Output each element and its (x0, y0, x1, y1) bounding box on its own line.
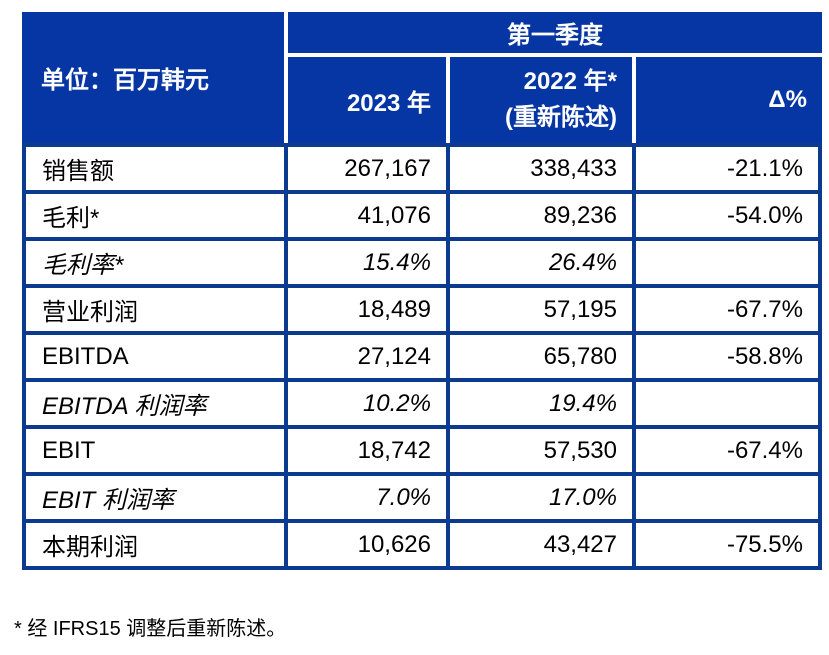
value-delta (636, 476, 818, 519)
value-delta: -21.1% (636, 147, 818, 190)
column-header-delta: Δ% (636, 57, 822, 143)
value-2022: 89,236 (450, 194, 632, 237)
value-2022: 26.4% (450, 241, 632, 284)
row-label: EBIT (26, 429, 284, 472)
value-2022: 65,780 (450, 335, 632, 378)
value-delta: -75.5% (636, 523, 818, 566)
value-delta: -67.4% (636, 429, 818, 472)
value-2023: 267,167 (288, 147, 446, 190)
column-header-2022-line1: 2022 年* (523, 68, 617, 95)
row-label: EBITDA 利润率 (26, 382, 284, 425)
value-delta (636, 241, 818, 284)
row-label: 营业利润 (26, 288, 284, 331)
column-header-2023-label: 2023 年 (346, 89, 431, 117)
value-2023: 18,489 (288, 288, 446, 331)
row-label: EBIT 利润率 (26, 476, 284, 519)
row-label: 销售额 (26, 147, 284, 190)
table-body: 销售额 267,167 338,433 -21.1% 毛利* 41,076 89… (22, 143, 822, 570)
value-2022: 57,530 (450, 429, 632, 472)
quarter-header-cell: 第一季度 (288, 12, 822, 53)
table-header: 单位：百万韩元 第一季度 2023 年 2022 年* (重新陈述) Δ% (22, 12, 822, 143)
value-2022: 19.4% (450, 382, 632, 425)
value-2022: 43,427 (450, 523, 632, 566)
quarter-label: 第一季度 (507, 22, 603, 49)
value-delta: -54.0% (636, 194, 818, 237)
ifrs15-footnote: * 经 IFRS15 调整后重新陈述。 (14, 618, 287, 640)
column-header-delta-label: Δ% (768, 86, 807, 113)
financial-results-table: 单位：百万韩元 第一季度 2023 年 2022 年* (重新陈述) Δ% 销售… (22, 12, 822, 570)
value-delta: -58.8% (636, 335, 818, 378)
value-2023: 41,076 (288, 194, 446, 237)
value-2023: 18,742 (288, 429, 446, 472)
value-2022: 17.0% (450, 476, 632, 519)
value-2022: 57,195 (450, 288, 632, 331)
value-2023: 27,124 (288, 335, 446, 378)
column-header-2022-line2: (重新陈述) (505, 104, 617, 131)
unit-label: 单位：百万韩元 (41, 67, 209, 94)
unit-header-cell: 单位：百万韩元 (22, 12, 284, 143)
value-2023: 10,626 (288, 523, 446, 566)
column-header-2023: 2023 年 (288, 57, 446, 143)
row-label: 毛利率* (26, 241, 284, 284)
value-2023: 7.0% (288, 476, 446, 519)
value-2023: 15.4% (288, 241, 446, 284)
value-2023: 10.2% (288, 382, 446, 425)
row-label: 本期利润 (26, 523, 284, 566)
column-header-2022: 2022 年* (重新陈述) (450, 57, 632, 143)
value-2022: 338,433 (450, 147, 632, 190)
row-label: 毛利* (26, 194, 284, 237)
value-delta (636, 382, 818, 425)
row-label: EBITDA (26, 335, 284, 378)
value-delta: -67.7% (636, 288, 818, 331)
